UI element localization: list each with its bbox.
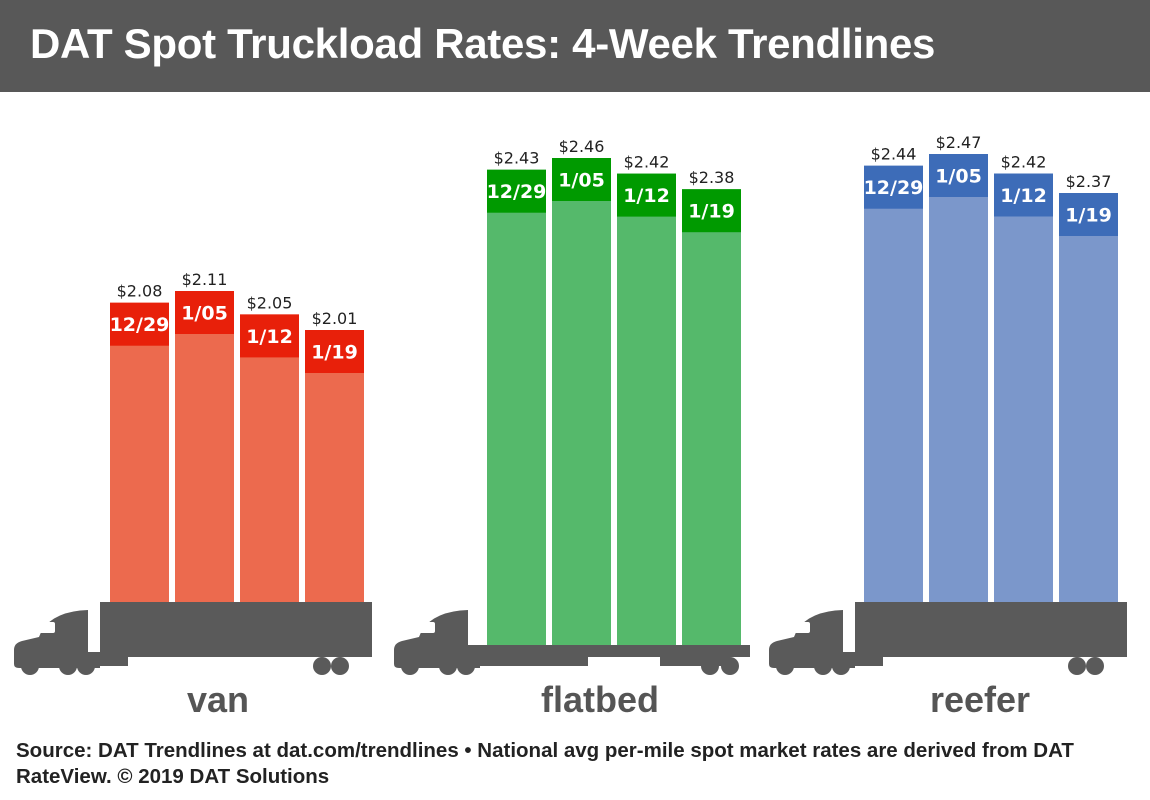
date-label: 1/12 <box>623 185 670 207</box>
wheel-icon <box>21 657 39 675</box>
value-label: $2.46 <box>559 137 605 156</box>
flatbed-truck-icon <box>394 610 750 675</box>
date-label: 1/19 <box>1065 205 1112 227</box>
chart-title: DAT Spot Truckload Rates: 4-Week Trendli… <box>30 20 936 67</box>
bar-date-band <box>552 158 611 201</box>
value-label: $2.42 <box>1001 153 1047 172</box>
bar-date-band <box>175 291 234 334</box>
bar-van-3 <box>305 330 364 640</box>
value-label: $2.11 <box>182 270 228 289</box>
value-label: $2.08 <box>117 282 163 301</box>
panel-reefer: 12/29 $2.44 1/05 $2.47 1/12 $2.42 1/19 $2.37 ree… <box>769 133 1127 720</box>
cab-window <box>416 622 435 633</box>
date-label: 1/19 <box>311 342 358 364</box>
trailer <box>855 602 1127 657</box>
chassis <box>468 652 588 666</box>
bar-reefer-3 <box>1059 193 1118 640</box>
wheel-icon <box>1086 657 1104 675</box>
bar-van-0 <box>110 302 169 640</box>
bar-flatbed-2 <box>617 173 676 645</box>
date-label: 1/12 <box>1000 185 1047 207</box>
series-label-reefer: reefer <box>930 679 1030 720</box>
value-label: $2.37 <box>1066 172 1112 191</box>
cab-window <box>36 622 55 633</box>
truck-cab <box>769 610 855 668</box>
chassis <box>88 652 128 666</box>
bar-flatbed-3 <box>682 189 741 645</box>
bar-date-band <box>929 154 988 197</box>
wheel-icon <box>814 657 832 675</box>
value-label: $2.05 <box>247 293 293 312</box>
value-label: $2.47 <box>936 133 982 152</box>
truck-cab <box>14 610 100 668</box>
wheel-icon <box>721 657 739 675</box>
wheel-icon <box>401 657 419 675</box>
value-label: $2.43 <box>494 149 540 168</box>
chassis <box>843 652 883 666</box>
truck-icon <box>769 602 1127 675</box>
bar-date-band <box>110 302 169 346</box>
value-label: $2.38 <box>689 168 735 187</box>
date-label: 1/12 <box>246 326 293 348</box>
date-label: 12/29 <box>487 181 547 203</box>
series-label-flatbed: flatbed <box>541 679 659 720</box>
chassis <box>660 652 730 666</box>
wheel-icon <box>832 657 850 675</box>
bar-date-band <box>1059 193 1118 236</box>
panel-flatbed: 12/29 $2.43 1/05 $2.46 1/12 $2.42 1/19 $2.38 fla… <box>394 137 750 720</box>
source-footnote: Source: DAT Trendlines at dat.com/trendl… <box>16 739 1074 788</box>
cab-window <box>791 622 810 633</box>
value-label: $2.01 <box>312 309 358 328</box>
trailer <box>100 602 372 657</box>
wheel-icon <box>77 657 95 675</box>
date-label: 1/05 <box>181 303 228 325</box>
wheel-icon <box>1068 657 1086 675</box>
wheel-icon <box>457 657 475 675</box>
bar-reefer-0 <box>864 165 923 640</box>
bar-date-band <box>487 169 546 213</box>
bar-van-2 <box>240 314 299 640</box>
truck-icon <box>14 602 372 675</box>
value-label: $2.44 <box>871 145 917 164</box>
value-label: $2.42 <box>624 153 670 172</box>
bar-reefer-2 <box>994 173 1053 640</box>
bar-date-band <box>617 173 676 217</box>
bar-date-band <box>994 173 1053 217</box>
panel-van: 12/29 $2.08 1/05 $2.11 1/12 $2.05 1/19 $2.01 van <box>14 270 372 720</box>
bar-reefer-1 <box>929 154 988 640</box>
bar-date-band <box>682 189 741 233</box>
series-label-van: van <box>187 679 249 720</box>
bar-date-band <box>864 165 923 209</box>
wheel-icon <box>776 657 794 675</box>
bar-van-1 <box>175 291 234 640</box>
date-label: 12/29 <box>864 177 924 199</box>
wheel-icon <box>439 657 457 675</box>
date-label: 12/29 <box>110 314 170 336</box>
wheel-icon <box>59 657 77 675</box>
wheel-icon <box>701 657 719 675</box>
date-label: 1/19 <box>688 201 735 223</box>
date-label: 1/05 <box>935 166 982 188</box>
bar-flatbed-0 <box>487 169 546 645</box>
bar-date-band <box>240 314 299 358</box>
title-bar: DAT Spot Truckload Rates: 4-Week Trendli… <box>0 0 1150 92</box>
wheel-icon <box>313 657 331 675</box>
date-label: 1/05 <box>558 170 605 192</box>
wheel-icon <box>331 657 349 675</box>
bar-date-band <box>305 330 364 373</box>
bar-flatbed-1 <box>552 158 611 645</box>
truck-cab <box>394 610 480 668</box>
